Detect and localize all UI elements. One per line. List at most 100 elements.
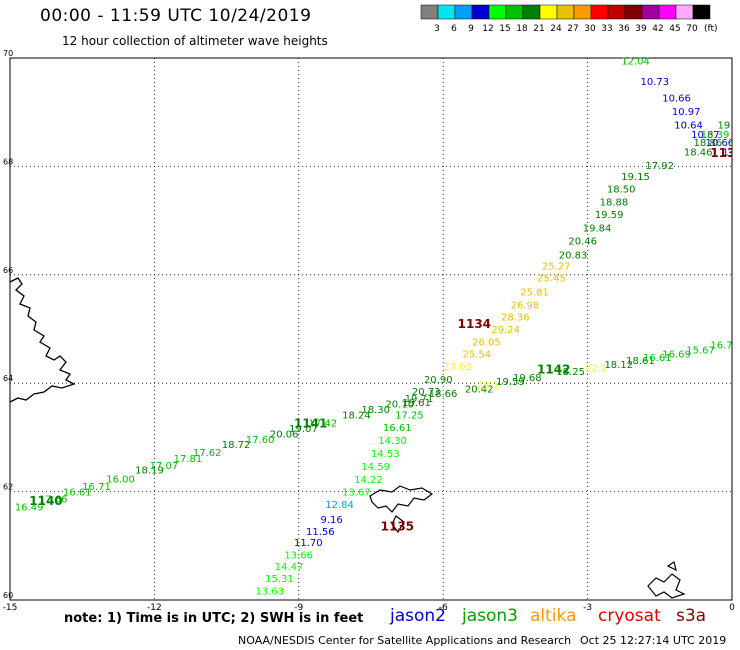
wave-height-label: 12.84	[325, 500, 354, 511]
wave-height-label: 18.25	[556, 367, 585, 378]
wave-height-label: 11.70	[294, 538, 323, 549]
latitude-tick-label: 66	[3, 266, 13, 275]
wave-height-label: 11.56	[306, 527, 335, 538]
wave-height-label: 28.36	[501, 312, 530, 323]
longitude-tick-label: -3	[583, 603, 592, 610]
wave-height-label: 18.12	[604, 360, 633, 371]
pass-time-label: 1136	[325, 603, 358, 610]
colorbar-tick-label: 39	[635, 24, 647, 34]
wave-height-label: 18.24	[342, 410, 371, 421]
map-grid	[10, 58, 732, 600]
satellite-legend-jason3: jason3	[462, 606, 518, 626]
wave-height-label: 19.59	[595, 210, 624, 221]
colorbar-tick-label: 9	[468, 24, 474, 34]
wave-height-label: 17.25	[395, 410, 424, 421]
wave-height-label: 18.50	[607, 184, 636, 195]
latitude-tick-label: 70	[3, 49, 13, 58]
wave-height-label: 19.3	[718, 120, 740, 131]
wave-height-label: 26.05	[472, 337, 501, 348]
wave-height-label: 16.71	[82, 482, 111, 493]
latitude-tick-labels: 60 62 64 66 68 70	[3, 49, 13, 600]
map-subtitle: 12 hour collection of altimeter wave hei…	[62, 34, 328, 48]
wave-height-label: 14.59	[361, 462, 390, 473]
wave-height-label: 18.30	[361, 405, 390, 416]
wave-height-label: 10.87	[691, 130, 720, 141]
colorbar-tick-label: 36	[618, 24, 630, 34]
wave-height-label: 19.68	[513, 373, 542, 384]
map-frame	[9, 57, 733, 601]
wave-height-label: 20.42	[465, 384, 494, 395]
wave-height-label: 16.71	[710, 341, 739, 352]
wave-height-label: 18.88	[600, 197, 629, 208]
colorbar-swatch	[692, 4, 711, 20]
wave-height-label: 19.84	[583, 223, 612, 234]
wave-height-label: 17.62	[193, 448, 222, 459]
wave-height-label: 16.39	[701, 130, 730, 141]
longitude-tick-label: 0	[729, 603, 735, 610]
latitude-tick-label: 62	[3, 483, 13, 492]
wave-height-label: 15.31	[265, 574, 294, 585]
colorbar-tick-label: 33	[601, 24, 612, 34]
shetland-islands	[647, 561, 686, 599]
wave-height-label: 17.74	[239, 599, 268, 610]
wave-height-label: 20.83	[559, 251, 588, 262]
colorbar-tick-label: 30	[584, 24, 596, 34]
wave-height-label: 14.53	[371, 449, 400, 460]
wave-height-label: 18.46	[684, 148, 713, 159]
wave-height-label: 14.47	[275, 562, 304, 573]
wave-height-label: 23.03	[443, 362, 472, 373]
wave-height-label: 20.06	[270, 429, 299, 440]
wave-height-label: 18.72	[222, 440, 251, 451]
satellite-legend-altika: altika	[530, 606, 577, 626]
wave-height-label: 20.73	[412, 387, 441, 398]
satellite-legend-cryosat: cryosat	[598, 606, 661, 626]
wave-height-label: 17.60	[246, 435, 275, 446]
colorbar-tick-label: 6	[451, 24, 457, 34]
latitude-tick-label: 68	[3, 157, 13, 166]
wave-height-label: 18.86	[693, 138, 722, 149]
colorbar-tick-label: 3	[434, 24, 440, 34]
wave-height-label: 17.66	[39, 494, 68, 505]
coastlines	[9, 277, 686, 599]
wave-height-label: 16.69	[662, 350, 691, 361]
wave-height-label: 14.30	[378, 436, 407, 447]
wave-height-label: 23.1	[477, 381, 499, 392]
wave-height-label: 19.61	[402, 398, 431, 409]
wave-height-label: 10.73	[641, 77, 670, 88]
wave-height-label: 19.07	[289, 424, 318, 435]
pass-time-label: 1141	[294, 417, 327, 431]
wave-height-label: 25.81	[520, 287, 549, 298]
wave-height-label: 29.24	[491, 325, 520, 336]
satellite-legend-s3a: s3a	[676, 606, 707, 626]
wave-height-label: 9.16	[320, 515, 342, 526]
iceland-coastline	[9, 277, 76, 403]
wave-height-label: 14.22	[354, 475, 383, 486]
longitude-tick-label: -6	[439, 603, 448, 610]
colorbar-tick-label: 24	[550, 24, 562, 34]
colorbar-tick-label: 21	[533, 24, 544, 34]
footer-note: note: 1) Time is in UTC; 2) SWH is in fe…	[64, 611, 364, 626]
wave-height-label: 18.61	[626, 356, 655, 367]
wave-height-label: 17.92	[645, 161, 674, 172]
map-title: 00:00 - 11:59 UTC 10/24/2019	[40, 6, 312, 26]
wave-height-label: 18.19	[135, 466, 164, 477]
wave-height-label: 11.5	[722, 148, 740, 159]
generation-timestamp: Oct 25 12:27:14 UTC 2019	[580, 634, 727, 647]
satellite-legend-jason2: jason2	[390, 606, 446, 626]
wave-height-label: 20.90	[424, 375, 453, 386]
wave-height-label: 17.07	[150, 461, 179, 472]
wave-height-label: 13.66	[284, 550, 313, 561]
colorbar-tick-label: 45	[669, 24, 680, 34]
longitude-tick-label: -9	[294, 603, 303, 610]
wave-height-label: 13.63	[255, 587, 284, 598]
wave-height-label: 20.10	[385, 400, 414, 411]
wave-height-colorbar: 3 6 9 12 15 18 21 24 27 30 33 36 39 42 45 70 (ft)	[420, 4, 718, 34]
wave-height-label: 22.2	[585, 363, 607, 374]
colorbar-unit: (ft)	[704, 24, 718, 34]
pass-time-label: 1134	[458, 317, 491, 331]
wave-height-label: 25.45	[537, 273, 566, 284]
colorbar-tick-label: 15	[499, 24, 510, 34]
wave-height-label: 16.61	[383, 423, 412, 434]
